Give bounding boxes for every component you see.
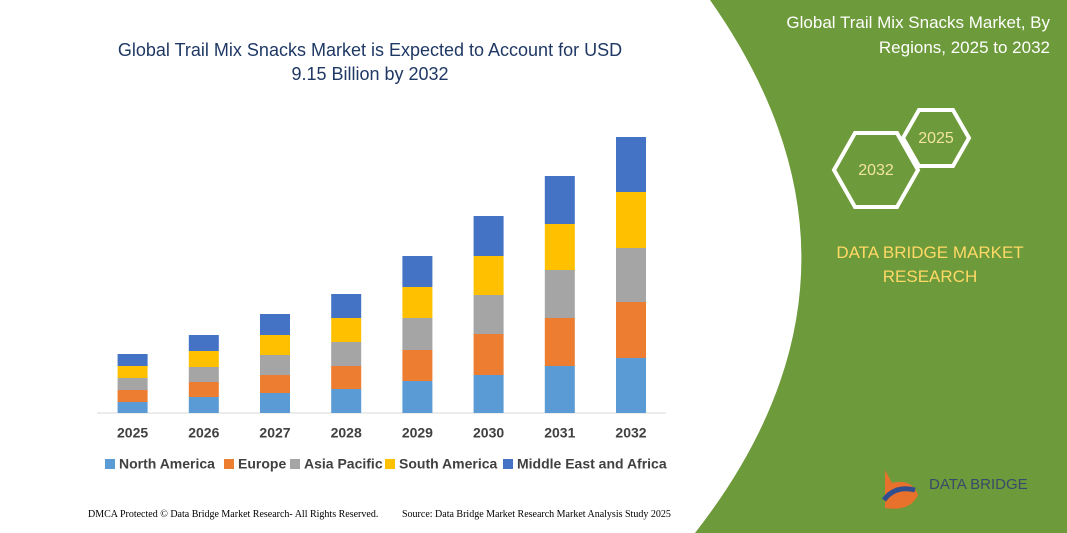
legend-swatch [503, 459, 513, 469]
hexagon [831, 131, 921, 209]
chart-title: Global Trail Mix Snacks Market is Expect… [117, 40, 623, 84]
bar-segment [188, 335, 219, 351]
bar-segment [544, 318, 575, 366]
x-tick-label: 2031 [544, 425, 575, 441]
bar-segment [331, 389, 362, 413]
x-tick-label: 2025 [117, 425, 148, 441]
bar-segment [402, 318, 433, 350]
footer-right: Source: Data Bridge Market Research Mark… [402, 509, 671, 520]
legend-label: Asia Pacific [304, 456, 383, 472]
bar-segment [331, 342, 362, 366]
bar-segment [616, 248, 646, 302]
bar-segment [188, 351, 219, 367]
brand-text: DATA BRIDGE MARKET RESEARCH [836, 243, 1024, 286]
legend-label: Europe [238, 456, 286, 472]
bar-segment [544, 366, 575, 413]
logo-mark [881, 486, 916, 502]
bar-segment [260, 314, 290, 335]
bar-segment [473, 375, 504, 413]
bar-segment [616, 302, 646, 358]
bar-segment [616, 192, 646, 248]
legend-swatch [224, 459, 234, 469]
x-tick-label: 2032 [615, 425, 646, 441]
bar-segment [117, 390, 148, 402]
bar-segment [188, 397, 219, 413]
footer-left: DMCA Protected © Data Bridge Market Rese… [88, 509, 379, 520]
bar-segment [544, 176, 575, 224]
x-tick-label: 2026 [188, 425, 219, 441]
hexagon [900, 108, 972, 168]
hex-label: 2032 [858, 162, 894, 179]
legend-swatch [105, 459, 115, 469]
legend-swatch [290, 459, 300, 469]
side-panel [695, 0, 1067, 533]
bar-segment [331, 366, 362, 389]
bar-segment [188, 367, 219, 382]
bar-segment [402, 287, 433, 318]
x-tick-label: 2028 [331, 425, 362, 441]
bar-segment [544, 224, 575, 270]
bar-segment [402, 381, 433, 413]
bar-segment [402, 350, 433, 381]
bar-segment [260, 355, 290, 375]
bar-segment [616, 358, 646, 413]
x-tick-label: 2027 [259, 425, 290, 441]
bar-segment [473, 295, 504, 334]
x-tick-label: 2030 [473, 425, 504, 441]
bar-segment [260, 335, 290, 355]
hex-label: 2025 [918, 130, 954, 147]
bar-segment [331, 318, 362, 342]
legend-label: South America [399, 456, 497, 472]
bar-segment [331, 294, 362, 318]
bar-segment [473, 256, 504, 295]
bar-segment [117, 354, 148, 366]
bar-segment [188, 382, 219, 397]
legend-label: Middle East and Africa [517, 456, 667, 472]
bar-segment [260, 375, 290, 393]
legend-label: North America [119, 456, 215, 472]
bar-segment [473, 334, 504, 375]
panel-title: Global Trail Mix Snacks Market, By Regio… [786, 13, 1050, 57]
bar-segment [402, 256, 433, 287]
legend-swatch [385, 459, 395, 469]
bar-segment [117, 402, 148, 413]
logo-text: DATA BRIDGE [929, 476, 1028, 493]
bar-segment [544, 270, 575, 318]
bar-segment [473, 216, 504, 256]
bar-segment [260, 393, 290, 413]
bar-segment [616, 137, 646, 192]
x-tick-label: 2029 [402, 425, 433, 441]
bar-segment [117, 378, 148, 390]
bar-segment [117, 366, 148, 378]
